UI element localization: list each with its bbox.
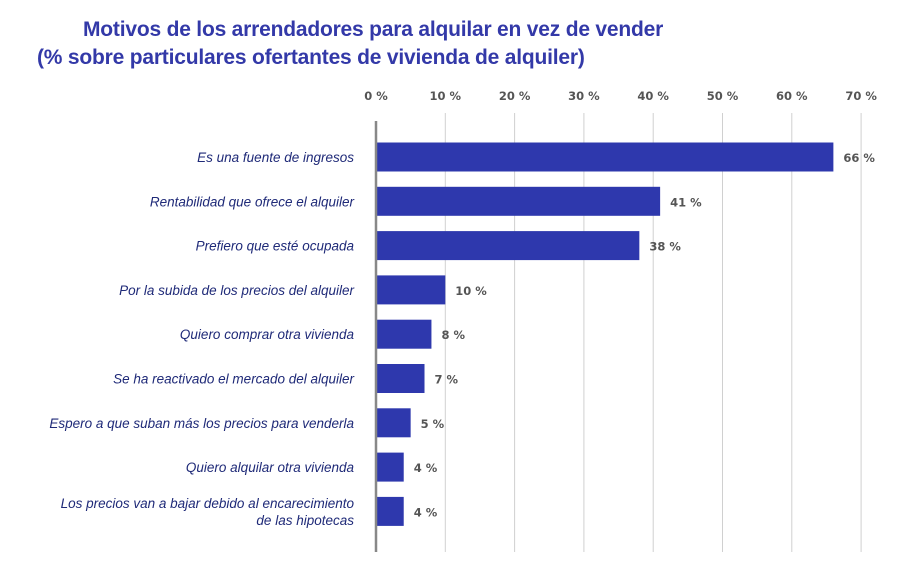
x-tick-label: 60 % — [776, 89, 808, 103]
data-label: 41 % — [670, 195, 702, 209]
x-tick-label: 50 % — [707, 89, 739, 103]
chart-title: Motivos de los arrendadores para alquila… — [83, 18, 664, 41]
data-label: 7 % — [435, 373, 459, 387]
bar — [376, 231, 640, 261]
x-tick-label: 0 % — [364, 89, 388, 103]
x-tick-label: 40 % — [637, 89, 669, 103]
bar — [376, 275, 446, 305]
data-label: 4 % — [414, 461, 438, 475]
data-label: 10 % — [455, 284, 487, 298]
category-label: Por la subida de los precios del alquile… — [119, 283, 354, 298]
x-tick-label: 30 % — [568, 89, 600, 103]
bar — [376, 319, 432, 349]
category-label: Se ha reactivado el mercado del alquiler — [113, 372, 354, 387]
bar — [376, 496, 404, 526]
category-label: Rentabilidad que ofrece el alquiler — [150, 194, 355, 209]
category-label: de las hipotecas — [256, 513, 354, 528]
category-label: Es una fuente de ingresos — [197, 150, 354, 165]
category-label: Quiero comprar otra vivienda — [180, 327, 355, 342]
category-label: Los precios van a bajar debido al encare… — [61, 496, 355, 511]
data-label: 5 % — [421, 417, 445, 431]
data-label: 8 % — [441, 328, 465, 342]
bar — [376, 452, 404, 482]
x-tick-label: 20 % — [499, 89, 531, 103]
data-label: 4 % — [414, 505, 438, 519]
category-label: Prefiero que esté ocupada — [196, 239, 355, 254]
x-tick-label: 70 % — [845, 89, 877, 103]
data-label: 66 % — [843, 151, 875, 165]
data-label: 38 % — [649, 240, 681, 254]
bar — [376, 408, 411, 438]
bar — [376, 364, 425, 393]
category-label: Quiero alquilar otra vivienda — [186, 460, 355, 475]
category-label: Espero a que suban más los precios para … — [49, 416, 354, 431]
chart-subtitle: (% sobre particulares ofertantes de vivi… — [37, 46, 585, 69]
x-tick-label: 10 % — [430, 89, 462, 103]
bar — [376, 186, 661, 216]
bar — [376, 142, 834, 172]
